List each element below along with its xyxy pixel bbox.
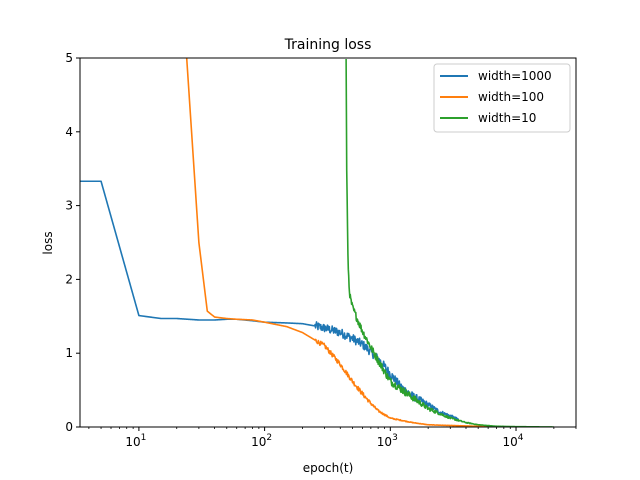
x-axis: 101 102 103 104 bbox=[88, 427, 577, 449]
x-axis-label: epoch(t) bbox=[303, 461, 354, 475]
legend: width=1000 width=100 width=10 bbox=[433, 63, 571, 133]
plot-frame bbox=[79, 57, 577, 428]
legend-label: width=10 bbox=[478, 111, 536, 125]
y-tick-label: 0 bbox=[65, 420, 73, 434]
y-tick-label: 5 bbox=[65, 51, 73, 65]
x-tick-label: 104 bbox=[503, 433, 524, 449]
y-tick-label: 4 bbox=[65, 125, 73, 139]
legend-label: width=100 bbox=[478, 90, 544, 104]
y-tick-label: 3 bbox=[65, 199, 73, 213]
y-axis-label: loss bbox=[41, 231, 55, 254]
legend-label: width=1000 bbox=[478, 69, 552, 83]
x-tick-label: 101 bbox=[125, 433, 146, 449]
y-axis: 0 1 2 3 4 5 bbox=[65, 51, 80, 434]
y-tick-label: 1 bbox=[65, 346, 73, 360]
x-tick-label: 103 bbox=[377, 433, 398, 449]
chart-title: Training loss bbox=[284, 37, 372, 53]
legend-box bbox=[433, 63, 571, 133]
series-line-1 bbox=[185, 58, 505, 427]
y-tick-label: 2 bbox=[65, 272, 73, 286]
x-tick-label: 102 bbox=[251, 433, 272, 449]
